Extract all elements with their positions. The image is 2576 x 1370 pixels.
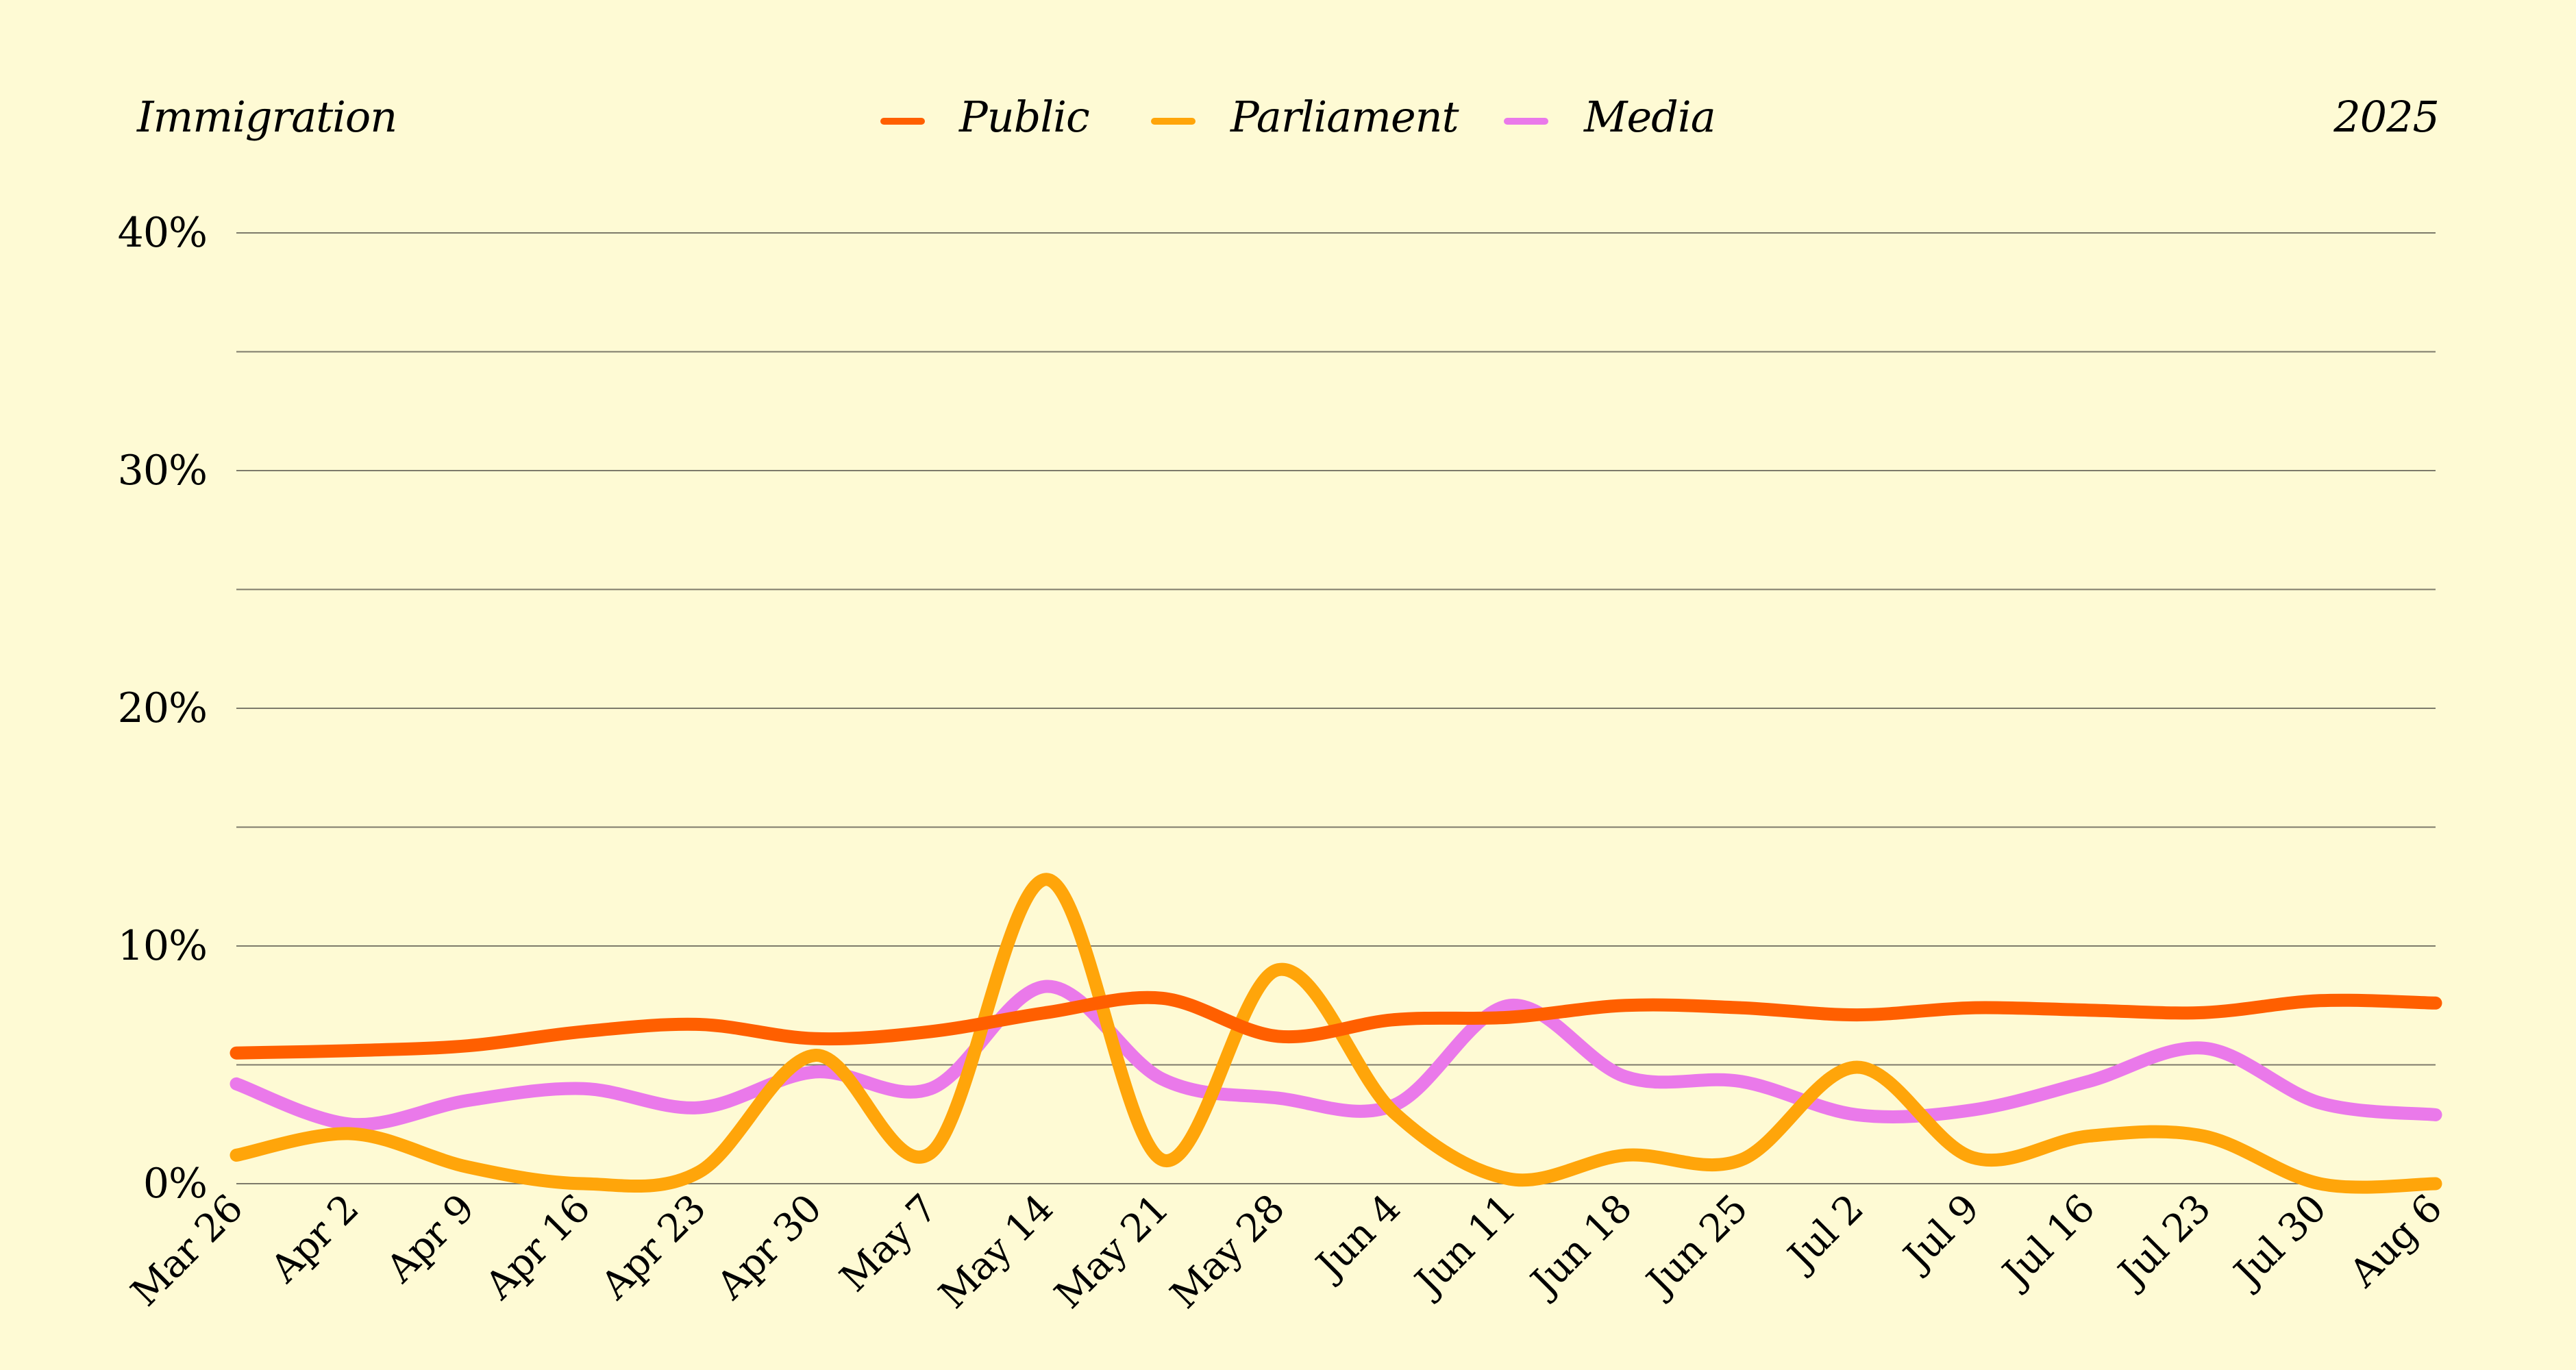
x-tick-label: Apr 23	[592, 1186, 714, 1308]
x-tick-label: Jul 16	[1992, 1186, 2103, 1297]
x-tick-label: Apr 9	[377, 1186, 483, 1292]
legend-item-parliament: Parliament	[1151, 92, 1460, 142]
chart-title: Immigration	[136, 92, 397, 142]
x-tick-label: Jul 30	[2224, 1186, 2335, 1297]
x-tick-label: Aug 6	[2341, 1186, 2451, 1296]
year-label: 2025	[2333, 92, 2439, 142]
x-tick-label: Jun 4	[1306, 1186, 1409, 1290]
x-tick-label: Jun 25	[1636, 1186, 1756, 1306]
legend-item-public: Public	[880, 92, 1090, 142]
x-tick-label: May 14	[930, 1186, 1061, 1317]
x-tick-label: May 21	[1046, 1186, 1177, 1317]
x-tick-label: Jul 23	[2108, 1186, 2219, 1297]
series-line-public	[230, 991, 2442, 1060]
y-tick-label: 30%	[118, 447, 207, 495]
y-axis: 0% 10% 20% 30% 40%	[118, 209, 208, 1208]
gridlines	[236, 232, 2436, 1184]
legend-label-media: Media	[1583, 92, 1716, 142]
y-tick-label: 20%	[118, 684, 207, 732]
x-tick-label: Apr 30	[708, 1186, 830, 1308]
x-tick-label: May 7	[832, 1186, 946, 1301]
series-line-media	[230, 980, 2442, 1132]
x-tick-label: Jul 2	[1777, 1186, 1872, 1281]
x-tick-label: Jun 18	[1520, 1186, 1640, 1306]
legend: Public Parliament Media	[880, 92, 1716, 142]
y-tick-label: 40%	[118, 209, 207, 257]
x-tick-label: Apr 2	[262, 1186, 367, 1292]
legend-item-media: Media	[1504, 92, 1716, 142]
y-tick-label: 10%	[118, 922, 207, 970]
series-line-parliament	[230, 873, 2442, 1194]
x-tick-label: Jun 11	[1404, 1186, 1524, 1306]
x-tick-label: Apr 16	[476, 1186, 598, 1308]
x-tick-label: May 28	[1162, 1186, 1293, 1317]
legend-label-parliament: Parliament	[1230, 92, 1459, 142]
series-lines	[230, 873, 2442, 1194]
legend-label-public: Public	[958, 92, 1089, 142]
x-tick-label: Jul 9	[1893, 1186, 1987, 1281]
y-tick-label: 0%	[143, 1160, 207, 1208]
